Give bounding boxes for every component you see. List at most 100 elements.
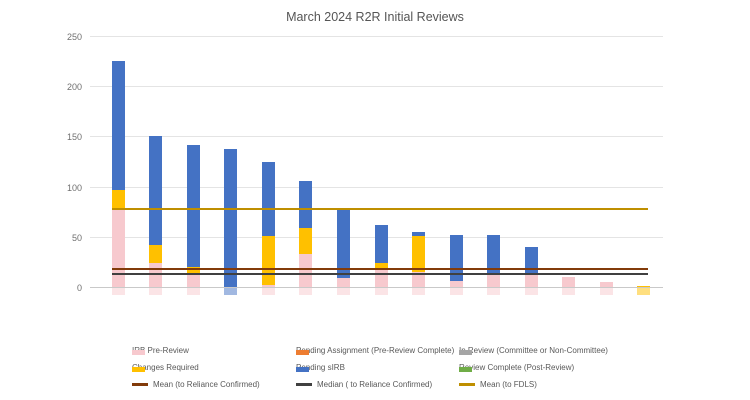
bar-segment [487,273,501,288]
stacked-bar-12 [524,246,538,295]
bar-segment [186,266,200,273]
bar-segment [111,61,125,190]
legend-swatch-icon [459,350,472,355]
legend-item: In Review (Committee or Non-Committee) [459,346,608,355]
stacked-bar-5 [261,161,275,295]
legend-item: Median ( to Reliance Confirmed) [296,380,432,389]
bar-segment [524,274,538,288]
bar-segment [149,244,163,263]
y-axis-tick-label: 50 [71,232,82,243]
y-axis-tick-label: 250 [66,32,82,42]
bar-segment [299,253,313,288]
stacked-bar-8 [374,224,388,295]
bar-segment [599,281,613,288]
stacked-bar-13 [562,276,576,295]
legend-item: Pending Assignment (Pre-Review Complete) [296,346,454,355]
bar-segment [261,285,275,288]
stacked-bar-2 [149,136,163,295]
bar-segment [186,272,200,288]
bar-base-stub [449,288,463,295]
stacked-bar-4 [224,149,238,295]
bar-segment [412,271,426,288]
legend-item-label: Mean (to FDLS) [480,380,537,389]
bar-segment [374,224,388,263]
bar-segment [299,180,313,228]
bar-segment [449,280,463,288]
bar-segment [186,145,200,267]
stacked-bar-9 [412,231,426,295]
stacked-bar-7 [337,208,350,295]
bar-base-stub [524,288,538,295]
bar-segment [562,276,576,288]
legend-swatch-icon [296,350,309,355]
bar-segment [111,209,125,288]
y-axis-tick-label: 150 [66,132,82,143]
bar-segment [412,231,426,236]
bar-base-stub [149,288,163,295]
bar-base-stub [224,288,238,295]
legend-item: IRB Pre-Review [132,346,189,355]
bar-base-stub [261,288,275,295]
legend-swatch-icon [132,367,145,372]
bar-segment [487,234,501,274]
bar-segment [524,246,538,275]
chart-title: March 2024 R2R Initial Reviews [286,10,464,24]
legend-item-label: In Review (Committee or Non-Committee) [459,346,608,355]
legend-item: Changes Required [132,363,199,372]
y-axis-tick-label: 0 [76,283,82,293]
legend-item-label: Median ( to Reliance Confirmed) [317,380,433,389]
legend-swatch-icon [459,367,472,372]
legend-item-label: Review Complete (Post-Review) [459,363,575,372]
stacked-bar-11 [487,234,501,295]
legend-swatch-icon [132,383,148,386]
legend-swatch-icon [296,367,309,372]
bar-segment [374,268,388,288]
stacked-bar-3 [186,145,200,295]
ref-line-1 [112,267,648,270]
bar-base-stub [337,288,350,295]
legend-item: Pending sIRB [296,363,345,372]
ref-line-2 [112,273,648,276]
bar-base-stub [299,288,313,295]
bar-base-stub [599,288,613,295]
bar-base-stub [637,288,651,295]
bar-segment [374,262,388,269]
bar-segment [149,262,163,288]
bar-segment [261,235,275,285]
bar-base-stub [186,288,200,295]
stacked-bar-6 [299,180,313,295]
bar-segment [412,235,426,272]
legend-item-label: Changes Required [132,363,199,372]
legend-item: Review Complete (Post-Review) [459,363,574,372]
legend-item-label: Pending sIRB [296,363,345,372]
bar-segment [337,277,350,288]
gridline-100 [90,186,663,188]
gridline-150 [90,136,663,138]
legend-item-label: Pending Assignment (Pre-Review Complete) [296,346,455,355]
legend-item-label: Mean (to Reliance Confirmed) [153,380,260,389]
bar-base-stub [111,288,125,295]
bar-base-stub [374,288,388,295]
bar-segment [337,208,350,278]
bar-base-stub [412,288,426,295]
legend-swatch-icon [459,383,475,386]
legend-swatch-icon [132,350,145,355]
bar-segment [299,227,313,254]
legend-item-label: IRB Pre-Review [132,346,189,355]
legend-item: Mean (to Reliance Confirmed) [132,380,260,389]
bar-segment [111,189,125,210]
x-axis-line [90,287,663,288]
plot-area: 0 50 100 150 200 250 [67,32,663,295]
gridline-250 [90,36,663,37]
stacked-bar-14 [599,281,613,295]
bar-segment [224,149,238,288]
bar-base-stub [487,288,501,295]
stacked-bar-1 [111,61,125,295]
bar-segment [149,136,163,245]
bar-base-stub [562,288,576,295]
legend-item: Mean (to FDLS) [459,380,537,389]
ref-line-3 [112,207,648,210]
y-axis-tick-label: 100 [66,182,82,193]
legend-swatch-icon [296,383,312,386]
